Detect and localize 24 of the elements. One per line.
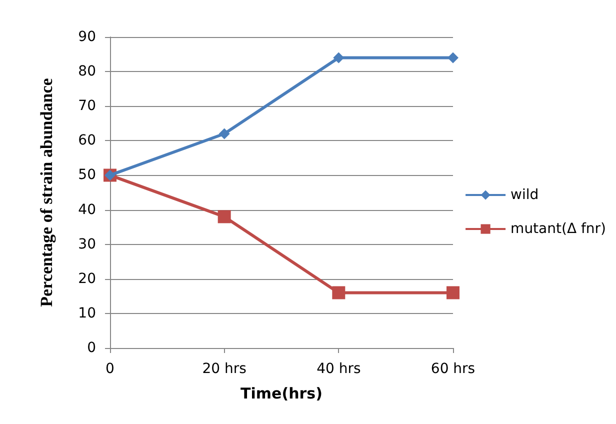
x-tick-label: 60 hrs [430, 361, 476, 377]
point [446, 286, 460, 300]
y-tick-label: 60 [78, 132, 96, 149]
x-axis-title: Time(hrs) [240, 384, 322, 402]
y-tick-label: 30 [78, 236, 96, 252]
y-tick-label: 10 [78, 305, 96, 322]
legend-label: wild [510, 187, 539, 203]
y-tick-label: 0 [87, 340, 96, 356]
legend-label: mutant(Δ fnr) [510, 221, 606, 237]
y-tick-label: 40 [78, 202, 96, 218]
point [333, 52, 344, 64]
y-tick-label: 50 [78, 167, 96, 184]
point [332, 286, 346, 300]
y-tick-label: 70 [78, 98, 96, 114]
y-tick-label: 20 [78, 270, 96, 287]
point [448, 52, 458, 64]
point [218, 210, 231, 224]
x-tick-label: 40 hrs [316, 361, 361, 377]
y-tick-label: 90 [78, 29, 96, 45]
y-axis-title: Percentage of strain abundance [37, 78, 56, 307]
x-tick-label: 0 [106, 361, 114, 377]
point [218, 128, 230, 140]
x-tick-label: 20 hrs [202, 361, 246, 377]
y-tick-label: 80 [78, 64, 96, 80]
